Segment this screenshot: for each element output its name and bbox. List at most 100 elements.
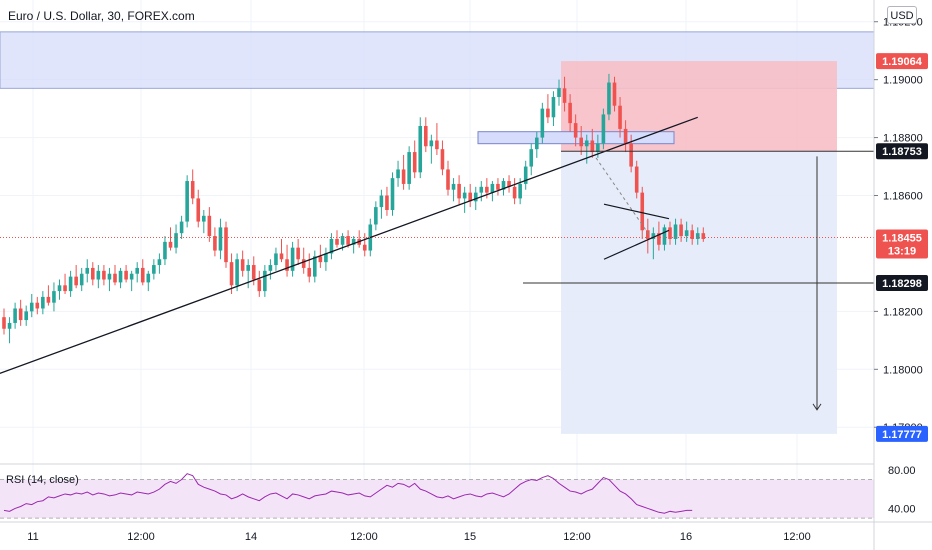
price-tick-5: 1.18000: [883, 364, 923, 376]
candle-body-61: [340, 236, 345, 245]
candle-body-49: [274, 253, 278, 266]
candle-body-84: [468, 192, 472, 202]
candle-body-28: [157, 259, 162, 266]
candle-body-112: [623, 128, 628, 144]
candle-body-90: [501, 181, 506, 190]
candle-body-12: [68, 276, 73, 292]
time-tick-2: 14: [245, 531, 257, 543]
candle-body-120: [668, 227, 672, 239]
candles: [2, 73, 706, 344]
time-tick-3: 12:00: [350, 531, 378, 543]
time-tick-6: 16: [680, 531, 692, 543]
rsi-line: [3, 473, 693, 514]
candle-body-100: [557, 88, 561, 98]
candle-body-96: [535, 137, 539, 150]
rsi-label[interactable]: RSI (14, close): [6, 474, 79, 486]
candle-body-23: [129, 273, 134, 280]
candle-body-30: [168, 241, 173, 248]
rsi-pane: [0, 463, 874, 519]
candle-body-60: [335, 238, 339, 245]
candle-body-88: [490, 183, 495, 193]
candle-body-110: [612, 82, 617, 106]
candle-body-44: [246, 265, 250, 271]
candle-body-122: [679, 224, 683, 237]
target-arrow-head: [812, 403, 822, 411]
candle-body-124: [690, 230, 694, 239]
candle-body-70: [390, 178, 395, 210]
candle-body-123: [684, 230, 689, 237]
candle-body-40: [224, 227, 228, 263]
candle-body-32: [179, 221, 184, 234]
candle-body-3: [18, 308, 23, 321]
candle-body-53: [296, 247, 300, 260]
candle-body-68: [379, 195, 384, 208]
currency-button[interactable]: USD: [887, 6, 917, 24]
candle-body-98: [546, 108, 550, 118]
candle-body-42: [235, 259, 239, 286]
candle-body-78: [435, 140, 439, 150]
candle-body-77: [429, 140, 434, 147]
candle-body-106: [590, 140, 595, 153]
candle-body-75: [418, 126, 423, 173]
price-label-bg-0: [876, 53, 928, 70]
candle-body-80: [446, 169, 450, 190]
price-label-3: 13:19: [888, 246, 916, 258]
candle-body-10: [57, 285, 62, 292]
candle-body-126: [701, 233, 706, 239]
candle-body-21: [118, 270, 123, 283]
candle-body-15: [85, 267, 90, 274]
trendline: [0, 116, 698, 375]
candle-body-27: [152, 265, 156, 274]
price-label-5: 1.17777: [882, 429, 922, 441]
price-label-bg-2: [876, 229, 928, 246]
candle-body-72: [401, 169, 406, 184]
candle-body-35: [196, 198, 201, 222]
symbol-title[interactable]: Euro / U.S. Dollar, 30, FOREX.com: [8, 9, 195, 23]
candle-body-4: [24, 311, 28, 321]
rsi-tick-1: 40.00: [888, 503, 916, 515]
candle-body-91: [507, 181, 511, 187]
time-tick-7: 12:00: [783, 531, 811, 543]
candle-body-13: [74, 276, 78, 286]
candle-body-87: [485, 186, 489, 193]
price-label-0: 1.19064: [882, 56, 923, 68]
candle-body-86: [479, 186, 484, 193]
candle-body-108: [601, 114, 606, 144]
candle-body-93: [518, 183, 522, 199]
candle-body-97: [540, 108, 545, 138]
time-tick-1: 12:00: [127, 531, 155, 543]
candle-body-33: [185, 181, 189, 222]
candle-body-65: [362, 244, 367, 251]
candle-body-24: [135, 267, 139, 274]
candle-body-47: [263, 270, 267, 292]
candle-body-105: [584, 140, 589, 147]
candle-body-102: [568, 102, 572, 124]
candle-body-104: [579, 137, 583, 147]
candle-body-99: [551, 97, 556, 118]
price-tick-1: 1.19000: [883, 75, 923, 87]
price-label-bg-3: [876, 242, 928, 259]
candle-body-25: [140, 267, 145, 283]
candle-body-71: [396, 169, 400, 179]
candle-body-20: [113, 273, 117, 283]
candle-body-89: [496, 183, 500, 190]
candle-body-50: [279, 253, 284, 260]
candle-body-29: [163, 241, 167, 260]
candle-body-109: [607, 82, 611, 115]
rsi-band: [0, 479, 874, 519]
candle-body-85: [473, 192, 478, 202]
candle-body-34: [190, 181, 195, 199]
candle-body-6: [35, 302, 40, 309]
candle-body-37: [207, 215, 212, 237]
price-label-bg-5: [876, 425, 928, 442]
candle-body-52: [290, 247, 295, 271]
triangle-bottom: [603, 229, 670, 260]
drawing-zones: [0, 31, 875, 434]
candle-body-43: [240, 259, 245, 271]
price-tick-4: 1.18200: [883, 306, 923, 318]
candle-body-5: [29, 302, 34, 312]
price-label-bg-1: [876, 143, 928, 160]
candle-body-76: [424, 126, 428, 147]
